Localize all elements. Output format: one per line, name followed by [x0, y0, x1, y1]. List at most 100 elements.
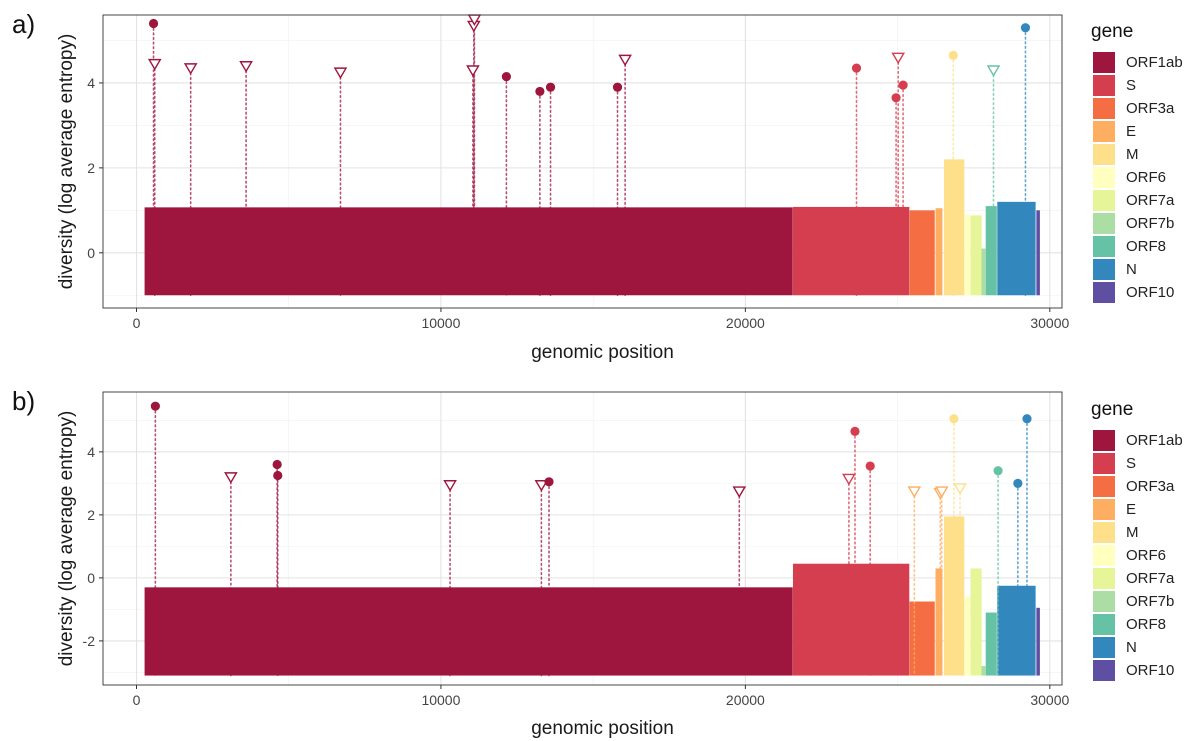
legend-label-orf6: ORF6 — [1126, 169, 1166, 186]
legend-label-orf1ab: ORF1ab — [1126, 54, 1183, 71]
legend-label-orf10: ORF10 — [1126, 662, 1174, 679]
legend-swatch-orf10 — [1093, 282, 1115, 303]
point-circle-orf1ab — [150, 401, 160, 411]
legend-label-m: M — [1126, 146, 1139, 163]
point-circle-orf1ab — [272, 459, 282, 470]
gene-bars — [144, 159, 1040, 296]
point-circle-s — [851, 63, 862, 73]
point-circle-n — [1013, 478, 1023, 488]
panel-label: b) — [12, 386, 35, 416]
legend-swatch-s — [1093, 75, 1115, 96]
point-triangle-orf1ab — [618, 54, 632, 67]
bar-orf7a — [970, 568, 982, 676]
point-triangle-s — [891, 52, 906, 65]
point-circle-orf8 — [993, 466, 1003, 476]
point-triangle-orf1ab — [534, 480, 549, 492]
legend-label-orf3a: ORF3a — [1126, 478, 1175, 495]
x-tick-label: 30000 — [1030, 315, 1069, 331]
point-triangle-orf1ab — [732, 486, 747, 498]
legend-label-e: E — [1126, 123, 1136, 140]
point-triangle-e — [934, 486, 949, 498]
legend-swatch-e — [1093, 121, 1115, 142]
point-circle-orf1ab — [273, 470, 283, 481]
point-triangle-orf8 — [986, 65, 1001, 77]
panel-border — [102, 391, 1063, 686]
panel-border — [102, 14, 1063, 309]
point-circle-orf1ab — [535, 86, 545, 97]
legend-swatch-orf3a — [1093, 98, 1115, 119]
x-tick-label: 0 — [133, 315, 141, 331]
entropy-points — [147, 14, 1031, 297]
legend-swatch-orf3a — [1093, 476, 1115, 497]
x-tick-label: 0 — [133, 692, 141, 708]
bar-s — [792, 206, 910, 296]
legend-label-n: N — [1126, 639, 1137, 656]
legend-label-orf6: ORF6 — [1126, 547, 1166, 564]
entropy-points — [150, 401, 1032, 677]
panel-b: 0 10000 20000 30000 -2 0 2 4 genomic position div… — [12, 386, 1183, 739]
legend-swatch-m — [1093, 144, 1115, 165]
legend-swatch-e — [1093, 499, 1115, 520]
point-triangle-orf1ab — [333, 67, 348, 80]
legend-label-s: S — [1126, 77, 1136, 94]
bar-orf7a — [970, 215, 982, 296]
legend-swatch-s — [1093, 453, 1115, 474]
bar-n — [997, 585, 1036, 676]
legend-swatch-orf1ab — [1093, 430, 1115, 451]
y-tick-label: 2 — [87, 160, 95, 176]
point-circle-s — [891, 93, 901, 103]
bar-orf10 — [1036, 210, 1040, 296]
point-triangle-e — [907, 486, 922, 498]
legend-swatch-orf7b — [1093, 213, 1115, 234]
x-tick-label: 20000 — [726, 315, 765, 331]
y-axis-title: diversity (log average entropy) — [56, 411, 77, 667]
legend-swatch-orf1ab — [1093, 52, 1115, 73]
y-tick-label: 0 — [87, 570, 95, 586]
legend-swatch-orf8 — [1093, 236, 1115, 257]
bar-orf10 — [1036, 607, 1040, 676]
point-circle-m — [949, 414, 959, 424]
legend: gene ORF1ab S ORF3a EM ORF6 ORF7a ORF7b ORF8 N ORF… — [1091, 399, 1183, 681]
x-tick-label: 20000 — [726, 692, 765, 708]
legend-swatch-orf6 — [1093, 167, 1115, 188]
point-circle-orf1ab — [544, 477, 554, 487]
legend-swatch-orf7a — [1093, 568, 1115, 589]
legend-label-s: S — [1126, 455, 1136, 472]
x-tick-label: 10000 — [421, 315, 460, 331]
point-circle-s — [850, 426, 860, 436]
point-triangle-orf1ab — [224, 472, 238, 484]
legend-label-orf1ab: ORF1ab — [1126, 432, 1183, 449]
legend-swatch-orf6 — [1093, 545, 1115, 566]
bar-m — [943, 159, 965, 296]
point-triangle-s — [842, 473, 856, 486]
legend-label-orf7b: ORF7b — [1126, 215, 1174, 232]
point-circle-m — [948, 50, 958, 60]
legend-label-n: N — [1126, 261, 1137, 278]
legend-swatch-m — [1093, 522, 1115, 543]
bar-n — [997, 201, 1036, 296]
point-circle-orf1ab — [612, 82, 623, 92]
bar-orf7b — [981, 248, 986, 296]
panel-label: a) — [12, 9, 35, 39]
legend-swatch-orf8 — [1093, 614, 1115, 635]
point-circle-n — [1022, 414, 1032, 424]
point-circle-orf1ab — [501, 71, 511, 82]
point-circle-n — [1020, 23, 1031, 33]
x-tick-label: 30000 — [1030, 692, 1069, 708]
bar-orf1ab — [144, 207, 793, 296]
legend-swatch-n — [1093, 259, 1115, 280]
bar-e — [935, 208, 943, 296]
point-triangle-orf1ab — [147, 58, 162, 71]
point-triangle-m — [953, 483, 967, 495]
legend-label-e: E — [1126, 501, 1136, 518]
legend-label-orf7a: ORF7a — [1126, 192, 1175, 209]
point-circle-orf1ab — [545, 82, 556, 92]
bar-orf8 — [985, 612, 997, 676]
panel-a: 0 10000 20000 30000 0 2 4 genomic position diver… — [12, 9, 1183, 363]
y-tick-label: 4 — [87, 444, 95, 460]
x-axis-title: genomic position — [531, 342, 674, 363]
legend-swatch-orf10 — [1093, 660, 1115, 681]
legend: gene ORF1ab S ORF3a EM ORF6 ORF7a ORF7b ORF8 N ORF… — [1091, 21, 1183, 303]
bar-orf6 — [964, 596, 971, 676]
